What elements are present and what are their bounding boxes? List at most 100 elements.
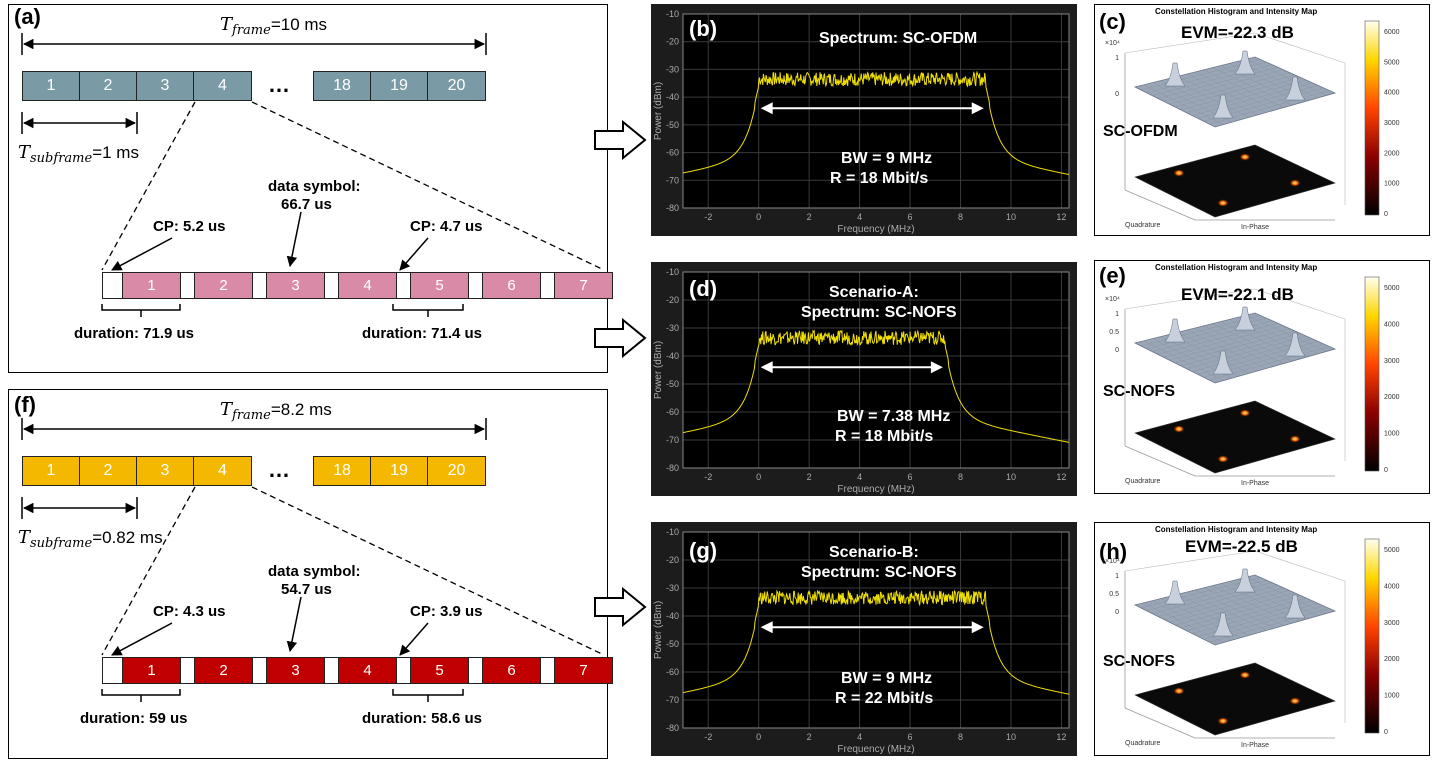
hollow-arrow-2 [594, 318, 647, 358]
spectrum-panel-d: -2 0 2 4 6 8 10 12 -10 -20 -30 -40 -50 -60 -70 -80 Frequ… [651, 262, 1077, 496]
frame-subframe-2: 2 [79, 71, 137, 101]
mesh-line [1212, 67, 1293, 106]
axis-box-line [1254, 288, 1346, 320]
z-tick-label: 0 [1115, 347, 1119, 354]
y-tick-label: -20 [666, 555, 679, 565]
intensity-map [1134, 144, 1336, 218]
duration-label-2: duration: 71.4 us [362, 325, 483, 342]
panel-f-label: (f) [14, 392, 36, 417]
duration-label-1: duration: 71.9 us [74, 325, 195, 342]
x-tick-label: 10 [1006, 732, 1016, 742]
frame-subframe-3: 3 [136, 71, 194, 101]
y-tick-label: -70 [666, 435, 679, 445]
z-exponent: ×10⁴ [1105, 296, 1120, 303]
spectrum-d-label: (d) [689, 276, 718, 301]
y-tick-label: -20 [666, 295, 679, 305]
axis-box-line [1124, 707, 1196, 739]
constellation-c-evm: EVM=-22.3 dB [1181, 23, 1294, 42]
y-tick-label: -30 [666, 64, 679, 74]
y-tick-label: -70 [666, 695, 679, 705]
spectrum-plot-d: -2 0 2 4 6 8 10 12-10-20-30-40-50-60-70-80Frequ… [653, 267, 1070, 495]
in-phase-label: In-Phase [1241, 742, 1269, 749]
frame-f-subframe-3: 3 [136, 456, 194, 486]
x-tick-label: 4 [857, 732, 862, 742]
axis-box-line [1124, 550, 1256, 572]
y-tick-label: -60 [666, 148, 679, 158]
t-frame-label: Tframe=10 ms [220, 14, 328, 38]
z-tick-label: 0 [1115, 609, 1119, 616]
y-tick-label: -80 [666, 723, 679, 733]
y-tick-label: -80 [666, 203, 679, 213]
quadrature-label: Quadrature [1125, 478, 1161, 485]
y-tick-label: -40 [666, 92, 679, 102]
intensity-spot [1289, 179, 1301, 187]
colorbar-tick: 0 [1384, 467, 1388, 474]
intensity-spot [1239, 409, 1251, 417]
spectrum-d-rate: R = 18 Mbit/s [835, 428, 934, 445]
intensity-spot [1173, 425, 1185, 433]
colorbar-tick: 2000 [1384, 656, 1400, 663]
cp-label-1: CP: 5.2 us [153, 218, 226, 235]
constellation-e-title: Constellation Histogram and Intensity Ma… [1155, 263, 1318, 272]
plot-frame [682, 271, 1070, 469]
x-tick-label: -2 [704, 212, 712, 222]
frame-subframe-19: 19 [370, 71, 428, 101]
mesh-line [1174, 592, 1296, 626]
panel-f-lines [21, 418, 605, 702]
z-exponent: ×10⁴ [1105, 40, 1120, 47]
colorbar-tick: 1000 [1384, 693, 1400, 700]
colorbar [1364, 538, 1380, 734]
x-axis-label: Frequency (MHz) [837, 224, 914, 235]
spectrum-g-bw: BW = 9 MHz [841, 670, 933, 687]
spectrum-d-title-1: Scenario-A: [829, 284, 919, 301]
intensity-spot [1173, 169, 1185, 177]
spectrum-panel-g: -2 0 2 4 6 8 10 12 -10 -20 -30 -40 -50 -60 -70 -80 Frequ… [651, 522, 1077, 756]
constellation-e-evm: EVM=-22.1 dB [1181, 285, 1294, 304]
intensity-spot [1173, 687, 1185, 695]
spectrum-b-bw: BW = 9 MHz [841, 150, 933, 167]
spectrum-b-label: (b) [689, 16, 718, 41]
spectrum-g-rate: R = 22 Mbit/s [835, 690, 934, 707]
axis-box-line [1254, 32, 1346, 64]
x-tick-label: 6 [908, 212, 913, 222]
quadrature-label: Quadrature [1125, 740, 1161, 747]
constellation-h-scheme: SC-NOFS [1103, 653, 1175, 670]
frame-f-subframe-2: 2 [79, 456, 137, 486]
frame-f-subframe-19: 19 [370, 456, 428, 486]
frame-f-subframe-1: 1 [22, 456, 80, 486]
y-tick-label: -50 [666, 639, 679, 649]
x-tick-label: 6 [908, 732, 913, 742]
constellation-c-title: Constellation Histogram and Intensity Ma… [1155, 7, 1318, 16]
mesh-line [1174, 330, 1296, 364]
plot-area [683, 14, 1069, 208]
spectrum-trace [682, 70, 1070, 175]
mesh-line [1246, 577, 1327, 614]
histogram-peak [1234, 50, 1256, 75]
bandwidth-arrow-head-right [971, 621, 984, 634]
mesh-line [1209, 608, 1330, 643]
plot-area [683, 272, 1069, 468]
bandwidth-arrow-head-left [760, 361, 773, 374]
histogram-peak [1234, 568, 1256, 593]
panel-f-box [8, 389, 608, 759]
y-axis-label: Power (dBm) [653, 341, 664, 399]
z-exponent: ×10⁴ [1105, 558, 1120, 565]
t-frame-label-f: Tframe=8.2 ms [220, 399, 332, 423]
data-symbol-4: 4 [338, 657, 397, 684]
mesh-line [1209, 90, 1330, 125]
data-symbol-3: 3 [266, 657, 325, 684]
z-tick-label: 1 [1115, 311, 1119, 318]
plot-frame [682, 531, 1070, 729]
spectrum-b-title-1: Spectrum: SC-OFDM [819, 30, 978, 47]
constellation-h-evm: EVM=-22.5 dB [1185, 537, 1298, 556]
axis-box-line [1254, 550, 1346, 582]
frame-f-subframe-18: 18 [313, 456, 371, 486]
histogram-peak [1164, 318, 1186, 343]
y-tick-label: -10 [666, 9, 679, 19]
intensity-map [1134, 400, 1336, 474]
colorbar-tick: 6000 [1384, 29, 1400, 36]
colorbar-tick: 2000 [1384, 150, 1400, 157]
colorbar [1364, 20, 1380, 216]
data-symbol-2: 2 [194, 272, 253, 299]
y-tick-label: -30 [666, 323, 679, 333]
